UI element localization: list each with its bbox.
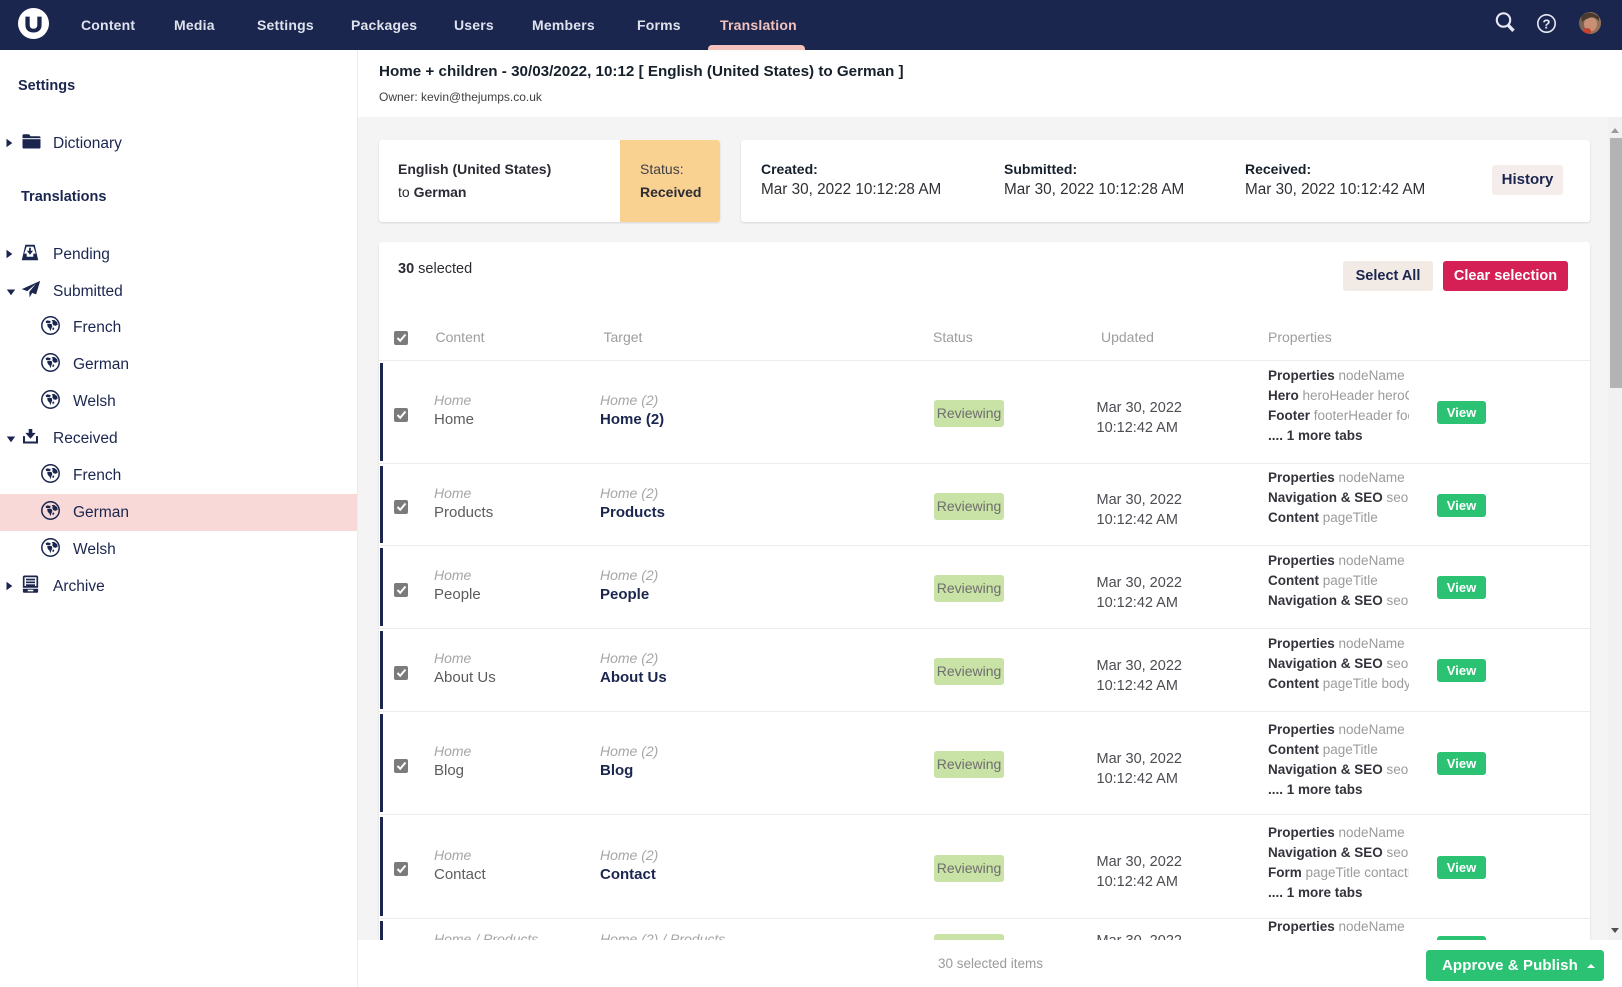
svg-text:?: ? bbox=[1543, 16, 1551, 31]
